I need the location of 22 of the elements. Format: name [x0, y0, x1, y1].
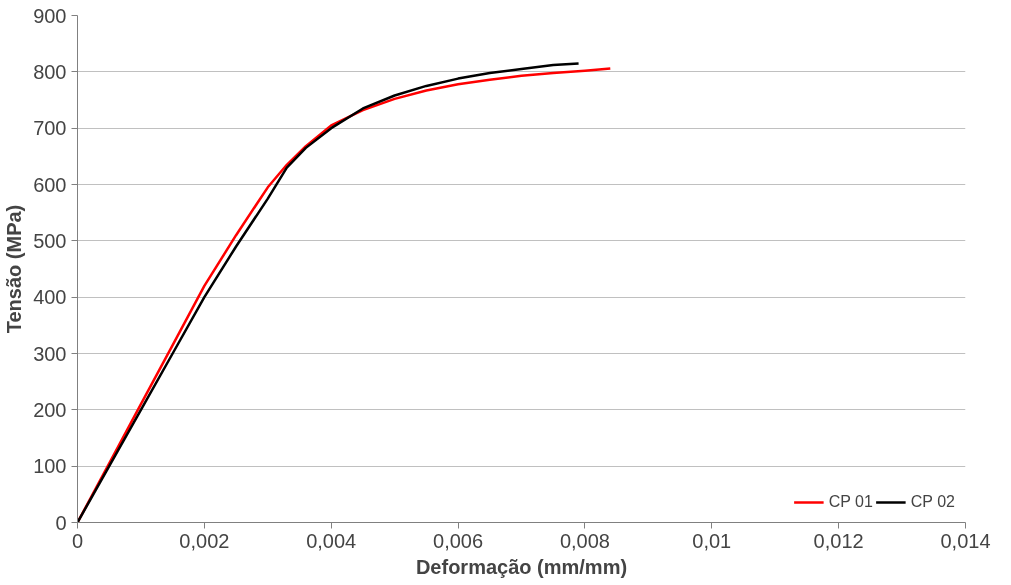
y-tick-label: 600 — [33, 173, 67, 196]
x-tick-label: 0,006 — [433, 529, 484, 552]
y-tick-label: 500 — [33, 229, 67, 252]
legend-label: CP 01 — [828, 493, 873, 511]
x-tick-label: 0,01 — [692, 529, 732, 552]
y-axis-title: Tensão (MPa) — [3, 204, 26, 334]
y-tick-label: 200 — [33, 398, 67, 421]
y-tick-label: 0 — [55, 511, 67, 534]
legend-label: CP 02 — [910, 493, 955, 511]
x-tick-label: 0,004 — [306, 529, 357, 552]
x-axis-title: Deformação (mm/mm) — [415, 555, 628, 578]
x-tick-label: 0,012 — [813, 529, 864, 552]
y-tick-label: 400 — [33, 286, 67, 309]
y-tick-label: 800 — [33, 60, 67, 83]
x-tick-label: 0,008 — [559, 529, 610, 552]
x-tick-label: 0 — [71, 529, 84, 552]
y-tick-label: 700 — [33, 117, 67, 140]
y-tick-label: 100 — [33, 455, 67, 478]
x-tick-label: 0,002 — [179, 529, 230, 552]
y-tick-label: 900 — [33, 4, 67, 27]
x-tick-label: 0,014 — [940, 529, 991, 552]
y-tick-label: 300 — [33, 342, 67, 365]
